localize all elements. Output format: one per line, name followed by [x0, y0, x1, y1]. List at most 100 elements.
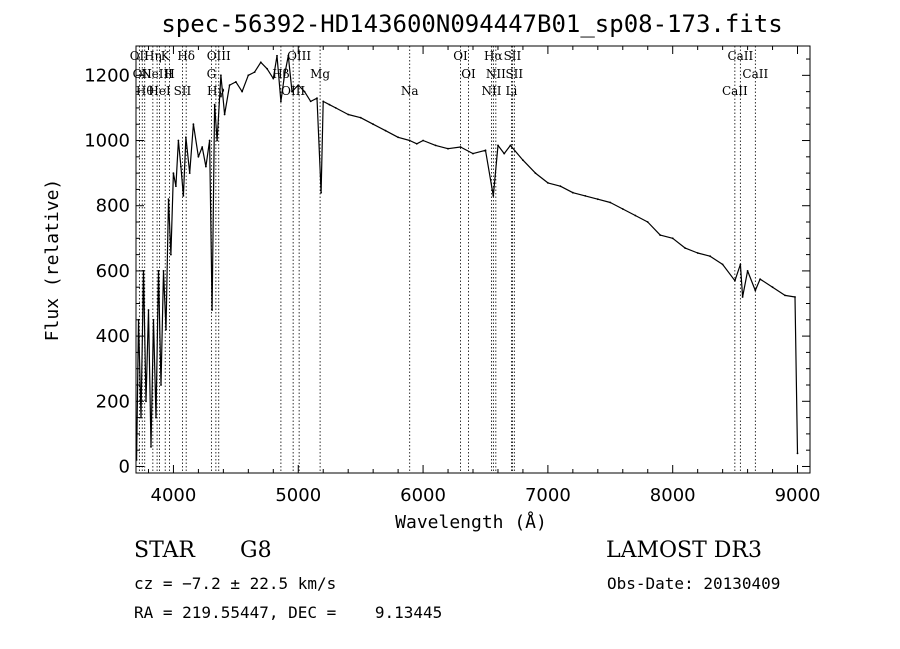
spectrum-point: [522, 159, 524, 162]
spectrum-point: [216, 139, 219, 142]
spectrum-point: [170, 253, 172, 256]
spectrum-point: [759, 278, 761, 280]
spectrum-point: [754, 289, 757, 292]
spectrum-point: [223, 113, 226, 116]
spectrum-point: [188, 172, 191, 175]
chart-title: spec-56392-HD143600N094447B01_sp08-173.f…: [161, 10, 782, 38]
spectrum-point: [172, 172, 175, 175]
spectrum-point: [372, 123, 374, 126]
coordinates-text: RA = 219.55447, DEC = 9.13445: [134, 603, 443, 622]
survey-label: LAMOST DR3: [606, 538, 762, 563]
line-marker-label: OI: [453, 49, 468, 63]
line-marker-label: Hη: [144, 49, 162, 63]
spectrum-point: [241, 90, 244, 93]
spectrum-point: [185, 136, 187, 139]
spectrum-point: [322, 100, 325, 103]
y-axis-label: Flux (relative): [42, 179, 63, 342]
spectrum-point: [741, 296, 744, 298]
spectrum-point: [266, 67, 268, 70]
line-marker-label: CaII: [727, 49, 753, 63]
x-tick-label: 5000: [275, 485, 321, 506]
spectrum-point: [559, 185, 562, 188]
y-tick-label: 1000: [84, 131, 130, 152]
spectrum-point: [147, 309, 150, 311]
y-tick-label: 200: [96, 391, 130, 412]
y-tick-label: 400: [96, 326, 130, 347]
spectrum-point: [303, 90, 306, 93]
emission-line-labels: OIIOIIHθHηNeIIIHeIKHSIIHδGHγOIIIHβOIIIOI…: [130, 49, 769, 98]
spectrum-point: [359, 116, 362, 119]
x-tick-label: 6000: [400, 485, 446, 506]
spectrum-point: [135, 459, 138, 461]
spectrum-point: [794, 296, 796, 298]
spectrum-point: [272, 77, 275, 80]
spectrum-point: [197, 155, 200, 158]
spectrum-line: [136, 55, 799, 461]
spectrum-point: [177, 139, 180, 142]
line-marker-label: OII: [133, 67, 153, 81]
line-marker-label: Hα: [484, 49, 503, 63]
spectrum-point: [205, 165, 207, 168]
x-tick-label: 4000: [151, 485, 197, 506]
spectrum-point: [547, 182, 549, 184]
spectrum-point: [150, 446, 152, 448]
spectrum-point: [253, 71, 256, 73]
spectrum-point: [152, 318, 155, 321]
line-marker-label: OIII: [287, 49, 311, 63]
spectrum-point: [509, 144, 512, 147]
spectrum-point: [746, 270, 749, 272]
spectrum-point: [334, 107, 337, 109]
spectrum-point: [160, 384, 162, 386]
line-marker-label: SII: [505, 67, 523, 81]
spectrum-point: [447, 147, 449, 150]
spectrum-point: [320, 191, 322, 194]
spectrum-point: [347, 113, 350, 116]
spectrum-point: [213, 103, 216, 106]
spectrum-point: [472, 152, 474, 155]
x-axis-ticks: 4000 5000 6000 7000 8000 9000: [147, 46, 821, 506]
x-tick-label: 7000: [525, 485, 571, 506]
line-marker-label: HeI: [148, 84, 171, 98]
spectrum-point: [291, 90, 293, 93]
spectrum-point: [771, 286, 774, 289]
line-marker-label: Na: [401, 84, 419, 98]
line-marker-label: Mg: [310, 67, 330, 81]
spectrum-point: [182, 195, 185, 197]
spectrum-point: [503, 152, 506, 155]
spectrum-point: [534, 172, 537, 175]
line-marker-label: Hδ: [177, 49, 195, 63]
obs-date-text: Obs-Date: 20130409: [607, 574, 781, 593]
spectrum-point: [572, 191, 574, 194]
line-marker-label: H: [164, 67, 174, 81]
y-tick-label: 800: [96, 196, 130, 217]
spectrum-point: [492, 195, 495, 197]
line-marker-label: OIII: [207, 49, 231, 63]
redshift-text: cz = −7.2 ± 22.5 km/s: [134, 574, 337, 593]
spectrum-point: [422, 139, 424, 142]
spectrum-point: [796, 452, 799, 455]
spectrum-point: [145, 400, 147, 403]
spectrum-point: [609, 201, 612, 204]
x-tick-label: 9000: [775, 485, 821, 506]
spectrum-point: [671, 237, 674, 240]
spectrum-point: [192, 123, 195, 126]
spectrum-point: [140, 416, 142, 419]
y-tick-label: 0: [119, 456, 130, 477]
x-tick-label: 8000: [650, 485, 696, 506]
spectrum-series: [135, 54, 799, 461]
spectrum-point: [162, 270, 165, 272]
line-marker-label: OI: [461, 67, 476, 81]
spectrum-point: [696, 252, 699, 254]
spectrum-point: [415, 142, 418, 145]
plot-frame: [135, 45, 811, 474]
spectrum-point: [208, 139, 211, 142]
spectrum-point: [283, 74, 286, 77]
line-marker-label: OII: [130, 49, 150, 63]
line-marker-label: NeIII: [141, 67, 173, 81]
spectrum-point: [228, 84, 231, 86]
spectrum-point: [287, 54, 290, 57]
emission-line-markers: [138, 46, 756, 473]
x-axis-label: Wavelength (Å): [395, 511, 547, 533]
line-marker-label: SII: [504, 49, 522, 63]
spectrum-point: [328, 103, 331, 106]
